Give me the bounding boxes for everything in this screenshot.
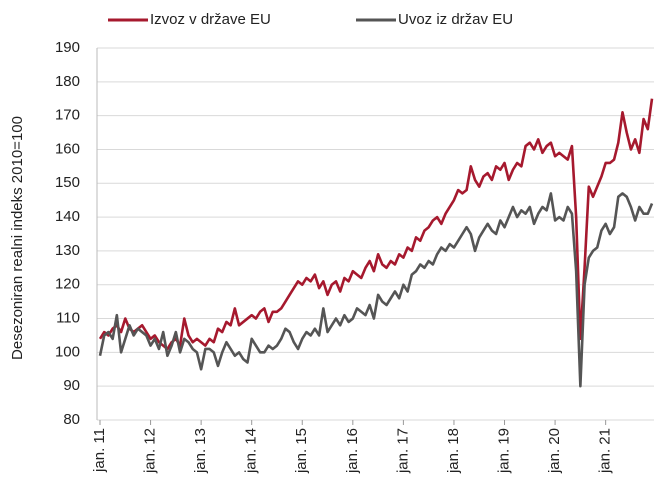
x-tick-label: jan. 20 <box>546 428 563 474</box>
y-axis-label: Desezoniran realni indeks 2010=100 <box>9 116 26 360</box>
y-tick-label: 130 <box>55 242 80 259</box>
y-tick-label: 80 <box>63 411 80 428</box>
y-tick-label: 170 <box>55 107 80 124</box>
x-tick-label: jan. 19 <box>495 428 512 474</box>
series-line <box>98 192 654 388</box>
legend-label: Uvoz iz držav EU <box>398 11 513 28</box>
y-tick-label: 120 <box>55 276 80 293</box>
x-tick-label: jan. 18 <box>445 428 462 474</box>
x-tick-label: jan. 11 <box>91 428 108 473</box>
y-tick-label: 110 <box>56 310 80 327</box>
x-tick-label: jan. 14 <box>243 428 260 474</box>
x-tick-label: jan. 16 <box>344 428 361 474</box>
x-tick-label: jan. 15 <box>293 428 310 474</box>
y-tick-label: 100 <box>55 343 80 360</box>
y-tick-label: 180 <box>55 73 80 90</box>
x-tick-label: jan. 12 <box>142 428 159 474</box>
x-tick-label: jan. 21 <box>597 428 614 474</box>
x-tick-label: jan. 17 <box>394 428 411 474</box>
legend-label: Izvoz v države EU <box>150 11 271 28</box>
y-tick-label: 150 <box>55 174 80 191</box>
y-tick-label: 190 <box>55 39 80 56</box>
y-tick-label: 90 <box>63 377 80 394</box>
y-tick-label: 160 <box>55 140 80 157</box>
x-tick-label: jan. 13 <box>192 428 209 474</box>
y-tick-label: 140 <box>55 208 80 225</box>
series-line <box>98 98 654 351</box>
